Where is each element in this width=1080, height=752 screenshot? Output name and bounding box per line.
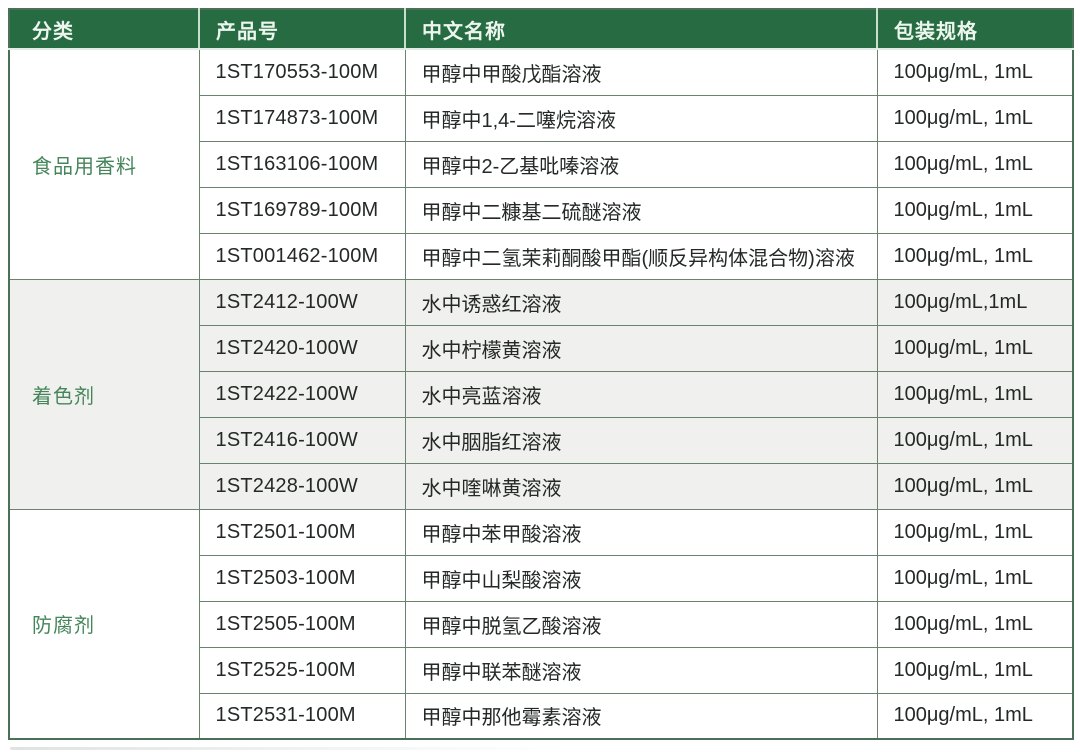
chinese-name-cell: 水中柠檬黄溶液 [404,324,878,372]
product-table-container: 分类 产品号 中文名称 包装规格 食品用香料 1ST170553-100M 甲醇… [8,8,1074,740]
product-no-cell: 1ST2505-100M [198,600,406,648]
spec-cell: 100μg/mL, 1mL [876,186,1074,234]
chinese-name-cell: 甲醇中联苯醚溶液 [404,646,878,694]
product-no-cell: 1ST001462-100M [198,232,406,280]
spec-cell: 100μg/mL, 1mL [876,324,1074,372]
column-header-chinese-name: 中文名称 [404,9,877,50]
product-no-cell: 1ST169789-100M [198,186,406,234]
column-header-product-no: 产品号 [198,9,405,50]
column-header-spec: 包装规格 [876,9,1073,50]
table-row: 着色剂 1ST2412-100W 水中诱惑红溶液 100μg/mL,1mL [8,278,1074,510]
product-no-cell: 1ST2531-100M [198,692,406,740]
spec-cell: 100μg/mL, 1mL [876,692,1074,740]
product-no-cell: 1ST2525-100M [198,646,406,694]
table-row: 防腐剂 1ST2501-100M 甲醇中苯甲酸溶液 100μg/mL, 1mL [8,508,1074,740]
chinese-name-cell: 甲醇中1,4-二噻烷溶液 [404,94,878,142]
spec-cell: 100μg/mL, 1mL [876,646,1074,694]
product-table: 分类 产品号 中文名称 包装规格 食品用香料 1ST170553-100M 甲醇… [8,8,1074,740]
product-no-cell: 1ST174873-100M [198,94,406,142]
spec-cell: 100μg/mL, 1mL [876,416,1074,464]
table-row: 1ST169789-100M 甲醇中二糠基二硫醚溶液 100μg/mL, 1mL [9,186,1074,234]
product-no-cell: 1ST2412-100W [198,278,406,326]
chinese-name-cell: 水中胭脂红溶液 [404,416,878,464]
product-no-cell: 1ST163106-100M [198,140,406,188]
product-no-cell: 1ST2428-100W [198,462,406,510]
chinese-name-cell: 水中亮蓝溶液 [404,370,878,418]
product-no-cell: 1ST170553-100M [198,48,406,96]
product-no-cell: 1ST2416-100W [198,416,406,464]
chinese-name-cell: 甲醇中山梨酸溶液 [404,554,878,602]
product-no-cell: 1ST2501-100M [198,508,406,556]
table-row: 1ST2420-100W 水中柠檬黄溶液 100μg/mL, 1mL [9,324,1074,372]
spec-cell: 100μg/mL, 1mL [876,140,1074,188]
spec-cell: 100μg/mL, 1mL [876,370,1074,418]
table-row: 1ST001462-100M 甲醇中二氢茉莉酮酸甲酯(顺反异构体混合物)溶液 1… [9,232,1074,280]
table-row: 1ST163106-100M 甲醇中2-乙基吡嗪溶液 100μg/mL, 1mL [9,140,1074,188]
spec-cell: 100μg/mL, 1mL [876,94,1074,142]
chinese-name-cell: 甲醇中甲酸戊酯溶液 [404,48,878,96]
spec-cell: 100μg/mL, 1mL [876,554,1074,602]
category-cell-food-flavor: 食品用香料 [8,48,200,280]
table-header-row: 分类 产品号 中文名称 包装规格 [9,9,1073,50]
table-row: 1ST174873-100M 甲醇中1,4-二噻烷溶液 100μg/mL, 1m… [9,94,1074,142]
table-row: 1ST2428-100W 水中喹啉黄溶液 100μg/mL, 1mL [9,462,1074,510]
table-row: 1ST2525-100M 甲醇中联苯醚溶液 100μg/mL, 1mL [9,646,1074,694]
table-row: 1ST2505-100M 甲醇中脱氢乙酸溶液 100μg/mL, 1mL [9,600,1074,648]
chinese-name-cell: 甲醇中2-乙基吡嗪溶液 [404,140,878,188]
product-no-cell: 1ST2420-100W [198,324,406,372]
spec-cell: 100μg/mL, 1mL [876,462,1074,510]
spec-cell: 100μg/mL, 1mL [876,600,1074,648]
spec-cell: 100μg/mL,1mL [876,278,1074,326]
chinese-name-cell: 甲醇中那他霉素溶液 [404,692,878,740]
table-row: 1ST2503-100M 甲醇中山梨酸溶液 100μg/mL, 1mL [9,554,1074,602]
chinese-name-cell: 甲醇中苯甲酸溶液 [404,508,878,556]
spec-cell: 100μg/mL, 1mL [876,232,1074,280]
category-cell-colorant: 着色剂 [8,278,200,510]
page-bottom-shadow [10,747,565,750]
chinese-name-cell: 甲醇中脱氢乙酸溶液 [404,600,878,648]
table-row: 1ST2531-100M 甲醇中那他霉素溶液 100μg/mL, 1mL [9,692,1074,740]
table-row: 1ST2416-100W 水中胭脂红溶液 100μg/mL, 1mL [9,416,1074,464]
product-no-cell: 1ST2503-100M [198,554,406,602]
chinese-name-cell: 甲醇中二糠基二硫醚溶液 [404,186,878,234]
spec-cell: 100μg/mL, 1mL [876,508,1074,556]
chinese-name-cell: 甲醇中二氢茉莉酮酸甲酯(顺反异构体混合物)溶液 [404,232,878,280]
table-row: 食品用香料 1ST170553-100M 甲醇中甲酸戊酯溶液 100μg/mL,… [8,48,1074,280]
chinese-name-cell: 水中诱惑红溶液 [404,278,878,326]
spec-cell: 100μg/mL, 1mL [876,48,1074,96]
product-no-cell: 1ST2422-100W [198,370,406,418]
column-header-category: 分类 [9,9,199,50]
category-cell-preservative: 防腐剂 [8,508,200,740]
chinese-name-cell: 水中喹啉黄溶液 [404,462,878,510]
